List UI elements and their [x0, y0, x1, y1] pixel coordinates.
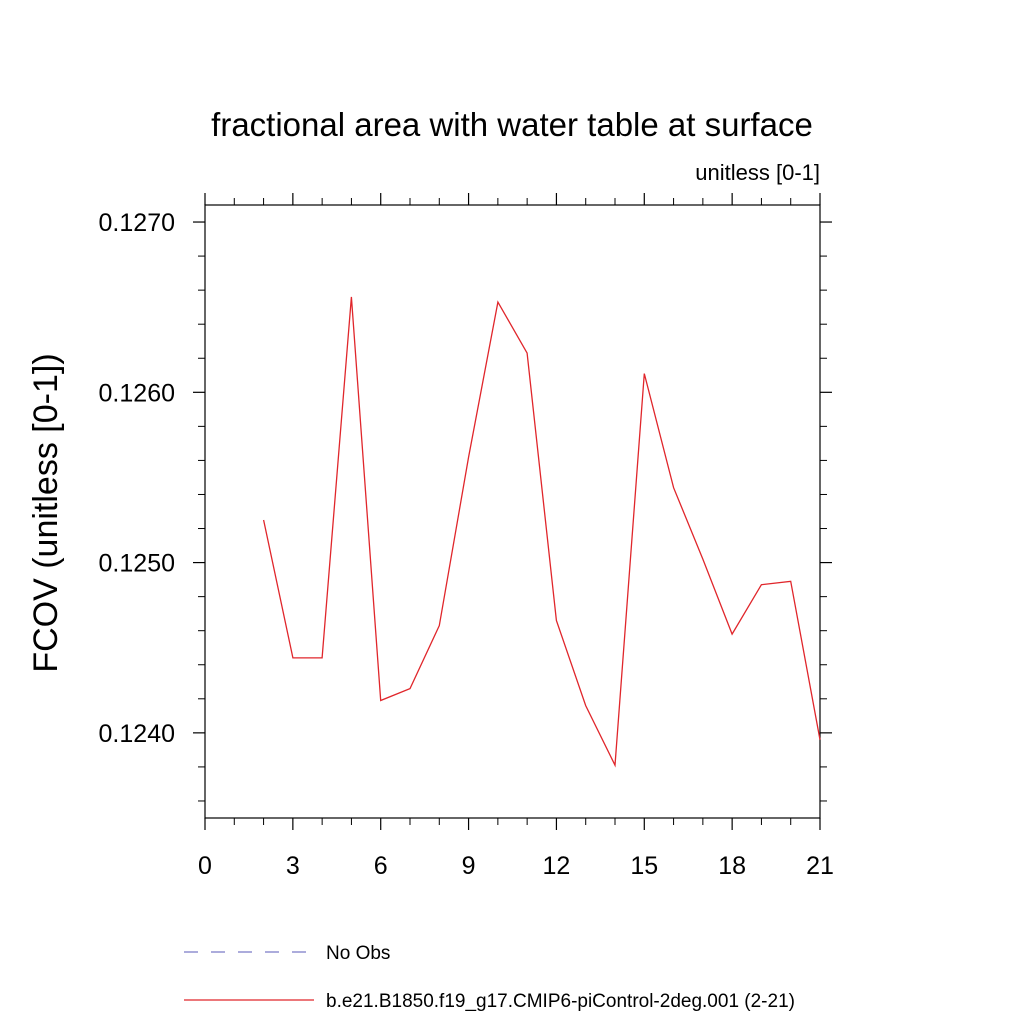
y-tick-label: 0.1270	[99, 209, 175, 237]
chart-title: fractional area with water table at surf…	[211, 106, 813, 143]
units-label: unitless [0-1]	[695, 160, 820, 185]
y-tick-label: 0.1240	[99, 720, 175, 748]
series-group	[262, 296, 821, 768]
y-tick-label: 0.1250	[99, 550, 175, 578]
y-tick-labels: 0.1240 0.1250 0.1260 0.1270	[99, 209, 175, 748]
plot-frame	[204, 204, 821, 819]
axis-ticks	[193, 193, 832, 830]
x-tick-labels: 0 3 6 9 12 15 18 21	[198, 852, 834, 880]
series-line	[262, 296, 821, 768]
x-tick-label: 21	[806, 852, 834, 880]
x-tick-label: 12	[543, 852, 571, 880]
legend-label: No Obs	[326, 943, 390, 964]
x-tick-label: 9	[462, 852, 476, 880]
plot-area	[204, 204, 821, 819]
x-tick-label: 18	[718, 852, 746, 880]
y-tick-label: 0.1260	[99, 379, 175, 407]
legend-label: b.e21.B1850.f19_g17.CMIP6-piControl-2deg…	[326, 991, 795, 1012]
x-tick-label: 6	[374, 852, 388, 880]
legend: No Obs b.e21.B1850.f19_g17.CMIP6-piContro…	[184, 943, 795, 1012]
x-tick-label: 15	[630, 852, 658, 880]
y-axis-label: FCOV (unitless [0-1])	[27, 353, 65, 672]
x-tick-label: 3	[286, 852, 300, 880]
x-tick-label: 0	[198, 852, 212, 880]
